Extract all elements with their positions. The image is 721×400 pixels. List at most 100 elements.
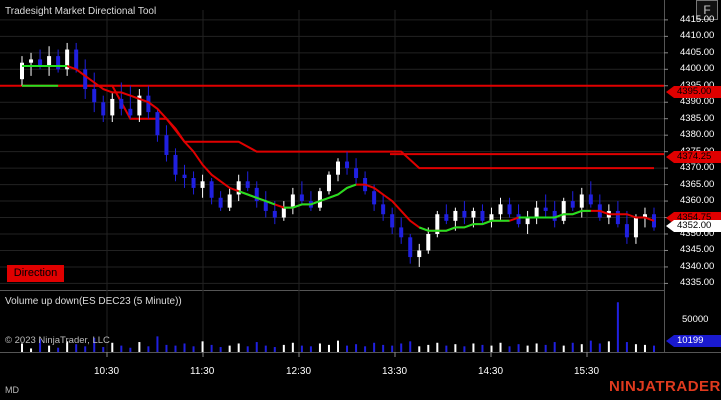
candle-body	[155, 112, 160, 136]
candle-body	[417, 250, 422, 258]
candle-body	[110, 98, 115, 116]
candle-body	[354, 168, 359, 178]
volume-bar	[291, 342, 294, 352]
volume-bar	[66, 341, 69, 352]
volume-bar	[553, 342, 556, 352]
price-tick-label: 4405.00	[680, 46, 715, 58]
volume-bar	[138, 342, 141, 352]
price-tag-last: 4352.00	[666, 220, 721, 232]
f-button[interactable]: F	[696, 0, 718, 20]
candle-body	[652, 214, 656, 228]
volume-bar	[463, 346, 466, 352]
price-tick-label: 4395.00	[680, 79, 715, 91]
volume-bar	[192, 346, 195, 352]
green-moving-average	[238, 190, 276, 206]
candle-body	[317, 191, 322, 208]
candle-body	[444, 214, 449, 221]
candle-body	[642, 214, 647, 218]
volume-bar	[409, 341, 412, 352]
volume-bar	[589, 340, 592, 352]
price-tick-label: 4400.00	[680, 63, 715, 75]
candle-body	[326, 174, 331, 192]
candle-body	[480, 210, 485, 221]
candle-body	[588, 194, 593, 205]
candle-body	[182, 174, 187, 178]
volume-bar	[147, 346, 150, 352]
volume-bar	[373, 342, 376, 352]
volume-bar	[391, 345, 394, 352]
candle-body	[245, 181, 250, 188]
price-tick-label: 4415.00	[680, 13, 715, 25]
volume-bar	[120, 345, 123, 352]
volume-bar	[264, 345, 267, 352]
time-tick-label: 13:30	[382, 366, 408, 377]
price-tick-label: 4380.00	[680, 129, 715, 141]
volume-bar	[318, 343, 321, 352]
volume-bar	[219, 347, 222, 352]
candle-body	[56, 56, 61, 70]
candle-body	[236, 181, 241, 195]
volume-bar	[309, 346, 312, 352]
volume-bar	[490, 345, 493, 352]
volume-bar	[427, 344, 430, 352]
volume-bar	[517, 344, 520, 352]
volume-bar	[445, 345, 448, 352]
candle-body	[263, 201, 268, 211]
candle-body	[272, 210, 277, 218]
volume-bar	[616, 302, 619, 352]
price-tick-label: 4340.00	[680, 260, 715, 272]
volume-bar	[255, 342, 258, 352]
volume-axis-tick: 50000	[682, 314, 709, 325]
price-tick-label: 4350.00	[680, 228, 715, 239]
volume-bar	[643, 344, 646, 352]
price-tick-label: 4345.00	[680, 244, 715, 256]
green-moving-average	[283, 183, 357, 209]
candle-body	[489, 214, 494, 221]
candle-body	[624, 224, 629, 238]
candle-body	[92, 89, 97, 103]
candle-body	[462, 210, 467, 218]
candle-body	[200, 181, 205, 188]
volume-bar	[472, 343, 475, 352]
direction-button[interactable]: Direction	[7, 265, 64, 282]
volume-bar	[84, 346, 87, 352]
candle-body	[101, 102, 106, 116]
volume-bar	[562, 345, 565, 352]
candle-body	[615, 210, 620, 225]
candle-body	[173, 154, 178, 175]
candle-body	[191, 178, 196, 188]
candle-body	[453, 210, 458, 221]
price-tag-upper-level: 4395.00	[666, 86, 721, 98]
volume-bar	[246, 346, 249, 352]
candle-body	[507, 204, 512, 215]
candle-body	[281, 207, 286, 218]
volume-bar	[183, 343, 186, 352]
candle-body	[543, 207, 548, 211]
candle-body	[47, 56, 52, 66]
volume-bar	[598, 343, 601, 352]
volume-bar	[327, 344, 330, 352]
volume-bar	[400, 343, 403, 352]
candle-body	[372, 191, 377, 205]
volume-bar	[364, 346, 367, 352]
candle-body	[74, 49, 79, 70]
time-tick-label: 14:30	[478, 366, 504, 377]
volume-bar	[48, 345, 51, 352]
volume-bar	[75, 344, 78, 352]
volume-bar	[535, 343, 538, 352]
candle-body	[146, 95, 151, 113]
volume-bar	[571, 342, 574, 352]
volume-bar	[625, 342, 628, 352]
volume-bar	[382, 344, 385, 352]
volume-bar	[111, 342, 114, 352]
candle-body	[290, 194, 295, 208]
volume-bar	[508, 346, 511, 352]
candle-body	[227, 194, 232, 208]
candle-body	[218, 197, 223, 208]
volume-bar	[165, 344, 168, 352]
volume-bar	[282, 344, 285, 352]
volume-bar	[201, 341, 204, 352]
price-tag-lower-level: 4374.25	[666, 151, 721, 163]
